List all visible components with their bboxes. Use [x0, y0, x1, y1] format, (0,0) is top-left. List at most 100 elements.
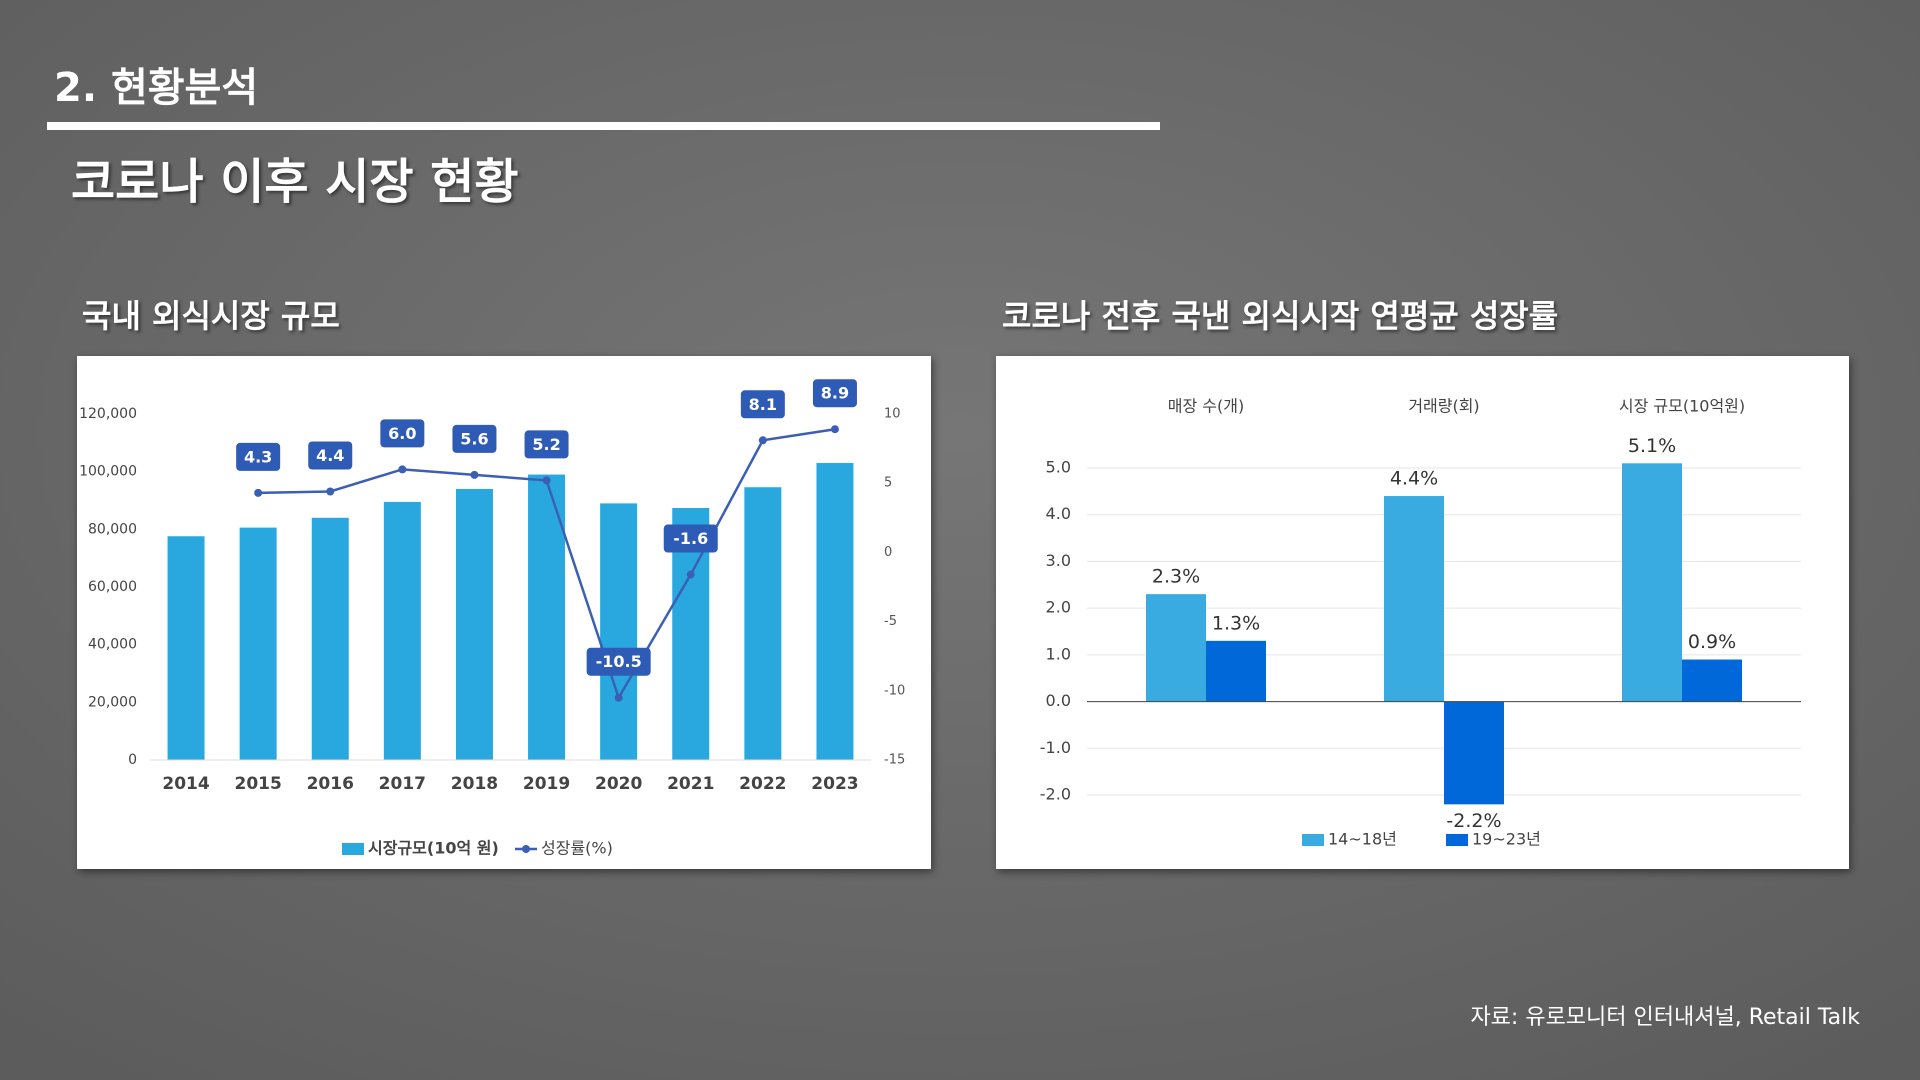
x-tick-label: 2023 [811, 774, 858, 794]
label-box [663, 524, 718, 553]
y-tick-label: 120,000 [79, 406, 137, 422]
x-tick-label: 2020 [595, 774, 642, 794]
value-label: 8.9 [821, 384, 849, 403]
bar [455, 488, 493, 760]
label-box [740, 390, 785, 419]
bar [528, 474, 566, 760]
chart-title: 국내 외식시장 규모 [82, 297, 340, 335]
legend-label: 14~18년 [1328, 830, 1397, 849]
y-tick-label: 2.0 [1046, 598, 1071, 617]
y-tick-label: 40,000 [88, 637, 137, 653]
bar [167, 536, 205, 760]
y-tick-label: 80,000 [88, 521, 137, 537]
legend-label: 19~23년 [1472, 830, 1541, 849]
y-tick-label: -2.0 [1040, 785, 1071, 804]
value-label: 0.9% [1688, 631, 1736, 653]
value-label: 1.3% [1212, 612, 1260, 634]
y-tick-label: 0.0 [1046, 691, 1071, 710]
line-point [830, 425, 839, 434]
legend-swatch [1302, 834, 1324, 846]
x-tick-label: 2021 [667, 774, 714, 794]
y-tick-label: 0 [128, 752, 137, 768]
label-box [236, 442, 281, 471]
label-box [586, 647, 651, 676]
x-tick-label: 매장 수(개) [1168, 397, 1244, 416]
chart-panel [77, 356, 931, 869]
y2-tick-label: 10 [884, 407, 901, 422]
bar [383, 501, 421, 760]
bar [600, 503, 638, 760]
y2-tick-label: -15 [884, 753, 905, 768]
value-label: 5.6 [460, 429, 488, 448]
value-label: -1.6 [673, 529, 708, 548]
bar [1206, 640, 1266, 702]
line-point [254, 488, 263, 497]
line-point [614, 693, 623, 702]
value-label: 4.3 [244, 447, 272, 466]
line-point [542, 476, 551, 485]
y-tick-label: 20,000 [88, 694, 137, 710]
bar [1682, 659, 1742, 702]
plot: 0 20,000 40,000 60,000 80,000 100,000 120,000 -… [79, 379, 905, 858]
chart-title: 코로나 전후 국낸 외식시작 연평균 성장률 [1002, 297, 1558, 335]
x-tick-label: 거래량(회) [1408, 397, 1479, 416]
label-box [380, 419, 425, 448]
x-tick-label: 시장 규모(10억원) [1619, 397, 1745, 416]
y2-tick-label: 0 [884, 545, 892, 560]
legend-label: 시장규모(10억 원) [368, 839, 499, 858]
legend-label: 성장률(%) [541, 839, 613, 858]
y-tick-label: 3.0 [1046, 551, 1071, 570]
section-rule [47, 122, 1160, 130]
section-title: 2. 현황분석 [54, 65, 258, 111]
bar [239, 527, 277, 760]
x-tick-label: 2019 [523, 774, 570, 794]
source-note: 자료: 유로모니터 인터내셔널, Retail Talk [1470, 1005, 1860, 1030]
legend-swatch [1446, 834, 1468, 846]
value-label: 4.4% [1390, 468, 1438, 490]
line-point [470, 470, 479, 479]
x-tick-label: 2022 [739, 774, 786, 794]
y2-tick-label: -5 [884, 614, 897, 629]
plot: -2.0 -1.0 0.0 1.0 2.0 3.0 4.0 5.0 매장 수(개) 거래량(회) 시… [1040, 397, 1801, 849]
x-tick-label: 2016 [307, 774, 354, 794]
value-label: 2.3% [1152, 566, 1200, 588]
value-label: 8.1 [749, 395, 777, 414]
y-tick-label: 4.0 [1046, 504, 1071, 523]
line-point [686, 570, 695, 579]
y-tick-label: 60,000 [88, 579, 137, 595]
bar [744, 487, 782, 760]
y2-tick-label: 5 [884, 476, 892, 491]
value-label: -10.5 [596, 652, 642, 671]
x-tick-label: 2015 [234, 774, 281, 794]
bar [311, 517, 349, 760]
x-tick-label: 2017 [379, 774, 426, 794]
line-point [758, 436, 767, 445]
label-box [308, 441, 353, 470]
value-label: -2.2% [1446, 810, 1501, 832]
y-tick-label: 5.0 [1046, 458, 1071, 477]
value-label: 6.0 [388, 424, 416, 443]
label-box [812, 379, 857, 408]
bar [1622, 463, 1682, 702]
bar [816, 463, 854, 760]
x-tick-label: 2014 [162, 774, 209, 794]
y-tick-label: 100,000 [79, 464, 137, 480]
bar [1384, 496, 1444, 702]
line-point [326, 487, 335, 496]
bar [1444, 701, 1504, 805]
value-label: 4.4 [316, 446, 344, 465]
y-tick-label: 1.0 [1046, 644, 1071, 663]
value-label: 5.2 [532, 435, 560, 454]
y2-tick-label: -10 [884, 683, 905, 698]
legend-swatch [342, 843, 364, 855]
x-tick-label: 2018 [451, 774, 498, 794]
legend-swatch-dot [522, 845, 530, 853]
label-box [524, 430, 569, 459]
line-point [398, 465, 407, 474]
value-label: 5.1% [1628, 435, 1676, 457]
label-box [452, 424, 497, 453]
bar [1146, 594, 1206, 702]
y-tick-label: -1.0 [1040, 738, 1071, 757]
